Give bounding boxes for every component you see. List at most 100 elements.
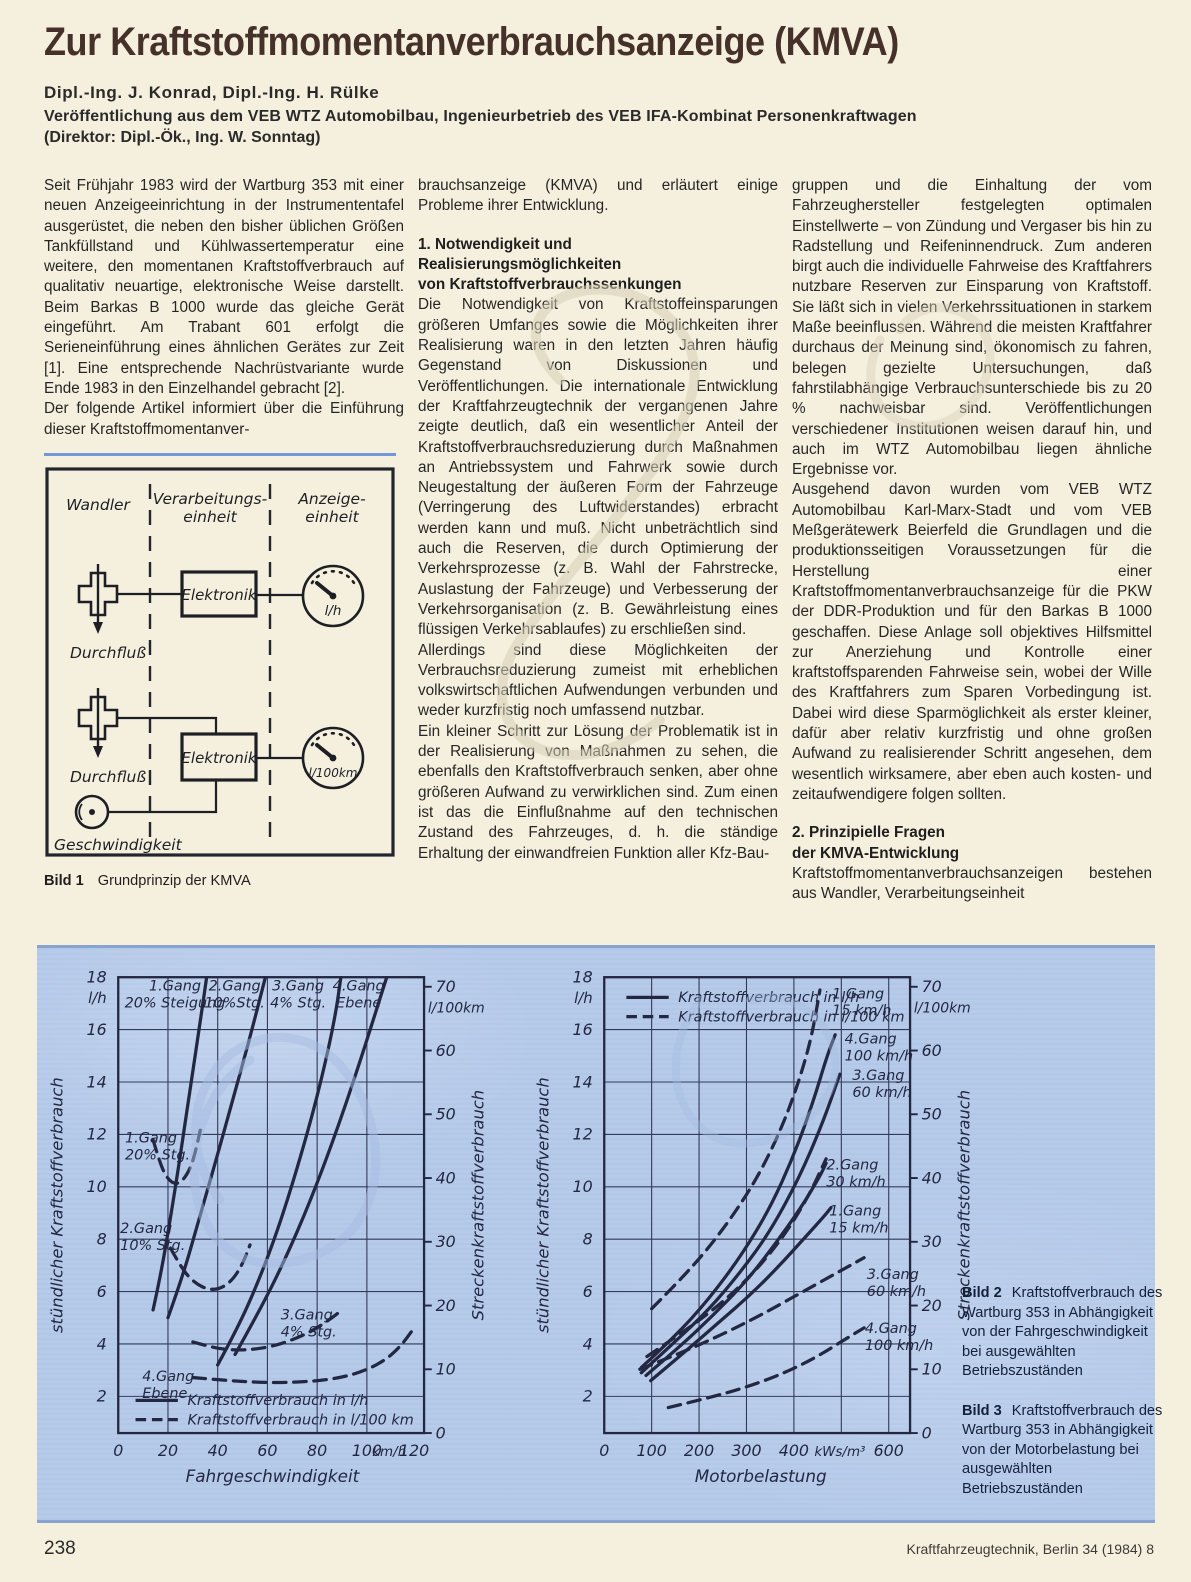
svg-text:l/100km: l/100km	[914, 1001, 971, 1017]
svg-text:l/h: l/h	[88, 989, 107, 1007]
gauge-lh-icon: l/h	[301, 564, 365, 628]
series-3-gang-4-steigung-l-100-km-	[191, 1308, 344, 1352]
article-body: Seit Frühjahr 1983 wird der Wartburg 353…	[44, 176, 1152, 904]
svg-text:100: 100	[352, 1441, 382, 1460]
svg-text:3.Gang: 3.Gang	[281, 1308, 333, 1324]
paragraph: Kraftstoffmomentanverbrauchsanzeigen bes…	[792, 864, 1152, 903]
series-4-gang-ebene-l-100-km-	[191, 1326, 416, 1385]
series-1-gang-15-km-h-l-100-km-	[650, 988, 822, 1311]
svg-text:2.Gang: 2.Gang	[826, 1158, 878, 1174]
svg-text:einheit: einheit	[305, 508, 359, 526]
gauge-lh-label: l/h	[325, 603, 342, 619]
gauge-l100km-label: l/100km	[309, 766, 358, 780]
paragraph: Ausgehend davon wurden vom VEB WTZ Autom…	[792, 481, 1152, 803]
svg-text:10%Stg.: 10%Stg.	[204, 996, 265, 1012]
section-dividers	[148, 483, 272, 840]
svg-text:4% Stg.: 4% Stg.	[270, 996, 326, 1012]
svg-text:20% Steigung: 20% Steigung	[125, 996, 226, 1012]
section-label-verarbeitung: Verarbeitungs-	[153, 490, 268, 508]
arrow-down-icon	[93, 745, 103, 758]
svg-text:70: 70	[436, 977, 456, 996]
svg-text:10% Stg.: 10% Stg.	[120, 1238, 185, 1254]
svg-text:10: 10	[573, 1177, 593, 1196]
svg-text:3.Gang: 3.Gang	[272, 979, 324, 995]
svg-text:Streckenkraftstoffverbrauch: Streckenkraftstoffverbrauch	[955, 1090, 974, 1321]
svg-text:18: 18	[573, 967, 593, 986]
svg-text:6: 6	[97, 1282, 107, 1301]
svg-text:50: 50	[436, 1105, 456, 1124]
svg-text:4.Gang: 4.Gang	[142, 1369, 194, 1385]
chart-bild2-canvas: 18161412108642l/h706050403020100l/100km0…	[49, 967, 488, 1486]
figure1-caption-label: Bild 1	[44, 872, 84, 889]
bild3-caption-label: Bild 3	[962, 1402, 1002, 1419]
svg-text:15 km/h: 15 km/h	[832, 1003, 891, 1019]
section-label-anzeige: Anzeige-	[297, 490, 366, 508]
journal-reference: Kraftfahrzeugtechnik, Berlin 34 (1984) 8	[906, 1541, 1154, 1557]
svg-text:15 km/h: 15 km/h	[829, 1221, 888, 1237]
svg-text:1.Gang: 1.Gang	[829, 1204, 881, 1220]
svg-text:8: 8	[583, 1229, 593, 1248]
chart-panel: 18 16 14 12 10 8 6 4 2 l/h 70 60 50 40 30 20 10 0 l/100km 0…	[37, 945, 1162, 1523]
svg-text:40: 40	[436, 1168, 456, 1187]
paragraph: Seit Frühjahr 1983 wird der Wartburg 353…	[44, 177, 404, 397]
svg-text:l/h: l/h	[574, 989, 593, 1007]
svg-text:Fahrgeschwindigkeit: Fahrgeschwindigkeit	[186, 1466, 361, 1486]
svg-text:16: 16	[573, 1020, 593, 1039]
svg-text:60: 60	[436, 1041, 456, 1060]
column-1: Seit Frühjahr 1983 wird der Wartburg 353…	[44, 176, 404, 904]
svg-text:2: 2	[97, 1387, 107, 1406]
section-label-wandler: Wandler	[66, 496, 131, 514]
svg-text:80: 80	[307, 1441, 327, 1460]
svg-text:60: 60	[922, 1041, 942, 1060]
svg-text:300: 300	[731, 1441, 761, 1460]
svg-text:70: 70	[922, 977, 942, 996]
svg-text:einheit: einheit	[183, 508, 237, 526]
svg-text:600: 600	[874, 1441, 904, 1460]
svg-text:0: 0	[599, 1441, 609, 1460]
svg-text:100 km/h: 100 km/h	[865, 1338, 933, 1354]
durchfluss-label: Durchfluß	[70, 768, 146, 786]
svg-text:10: 10	[436, 1360, 456, 1379]
page-title: Zur Kraftstoffmomentanverbrauchsanzeige …	[44, 20, 899, 64]
svg-text:4% Stg.: 4% Stg.	[281, 1324, 337, 1340]
svg-text:120: 120	[399, 1441, 429, 1460]
svg-text:60 km/h: 60 km/h	[867, 1284, 926, 1300]
geschwindigkeit-label: Geschwindigkeit	[54, 836, 183, 854]
svg-text:100 km/h: 100 km/h	[845, 1048, 913, 1064]
durchfluss-label: Durchfluß	[70, 644, 146, 662]
director-line: (Direktor: Dipl.-Ök., Ing. W. Sonntag)	[44, 129, 321, 146]
svg-text:8: 8	[97, 1229, 107, 1248]
svg-text:2.Gang: 2.Gang	[120, 1221, 172, 1237]
svg-text:l/100km: l/100km	[428, 1001, 485, 1017]
section-heading-2: 2. Prinzipielle Fragen der KMVA-Entwickl…	[792, 824, 960, 862]
figure1-caption: Bild 1 Grundprinzip der KMVA	[44, 873, 404, 889]
page-footer: 238 Kraftfahrzeugtechnik, Berlin 34 (198…	[44, 1538, 1154, 1560]
chart-bild3-canvas: 18161412108642l/h706050403020100l/100km0…	[535, 967, 974, 1486]
svg-text:Kraftstoffverbrauch in l/100 k: Kraftstoffverbrauch in l/100 km	[187, 1412, 413, 1428]
page-number: 238	[44, 1538, 76, 1559]
series-2-gang-10-steigung-l-100-km-	[168, 1243, 252, 1291]
elektronik-label: Elektronik	[181, 586, 257, 604]
svg-text:14: 14	[87, 1072, 107, 1091]
series-4-gang-100-km-h-l-100-km-	[666, 1326, 866, 1410]
svg-text:12: 12	[573, 1125, 593, 1144]
svg-text:4: 4	[97, 1334, 107, 1353]
svg-text:40: 40	[922, 1168, 942, 1187]
svg-text:4.Gang: 4.Gang	[333, 979, 385, 995]
svg-text:30 km/h: 30 km/h	[826, 1174, 885, 1190]
svg-text:60 km/h: 60 km/h	[852, 1085, 911, 1101]
svg-text:Ebene: Ebene	[336, 996, 381, 1012]
svg-text:3.Gang: 3.Gang	[852, 1068, 904, 1084]
svg-text:400: 400	[779, 1441, 809, 1460]
svg-text:20: 20	[922, 1296, 942, 1315]
svg-text:200: 200	[684, 1441, 714, 1460]
svg-text:16: 16	[87, 1020, 107, 1039]
svg-text:20: 20	[158, 1441, 178, 1460]
series-3-gang-60-km-h-l-100-km-	[638, 1256, 866, 1371]
figure-bild1-diagram: Wandler Verarbeitungs- einheit Anzeige- …	[45, 467, 395, 857]
series-1-gang-15-km-h-l-h-	[649, 1206, 833, 1383]
section-heading-1: 1. Notwendigkeit und Realisierungsmöglic…	[418, 235, 682, 294]
blue-divider-rule	[44, 452, 396, 456]
bild3-caption: Bild 3 Kraftstoffverbrauch des Wartburg 3…	[962, 1402, 1163, 1497]
series-4-gang-100-km-h-l-h-	[639, 1033, 837, 1370]
